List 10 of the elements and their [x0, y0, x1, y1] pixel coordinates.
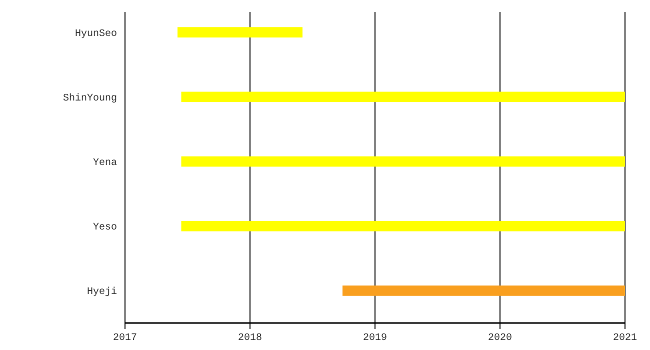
y-tick-label: Yeso: [92, 222, 117, 234]
y-tick-label: Yena: [92, 158, 117, 169]
x-tick-label: 2019: [362, 333, 388, 344]
x-tick-label: 2021: [612, 333, 638, 344]
x-tick-label: 2017: [112, 333, 138, 344]
y-tick-label: ShinYoung: [62, 92, 117, 104]
y-tick-label: Hyeji: [86, 286, 117, 298]
x-tick-label: 2018: [238, 333, 262, 344]
x-tick-label: 2020: [488, 333, 512, 344]
y-tick-label: HyunSeo: [74, 28, 117, 40]
